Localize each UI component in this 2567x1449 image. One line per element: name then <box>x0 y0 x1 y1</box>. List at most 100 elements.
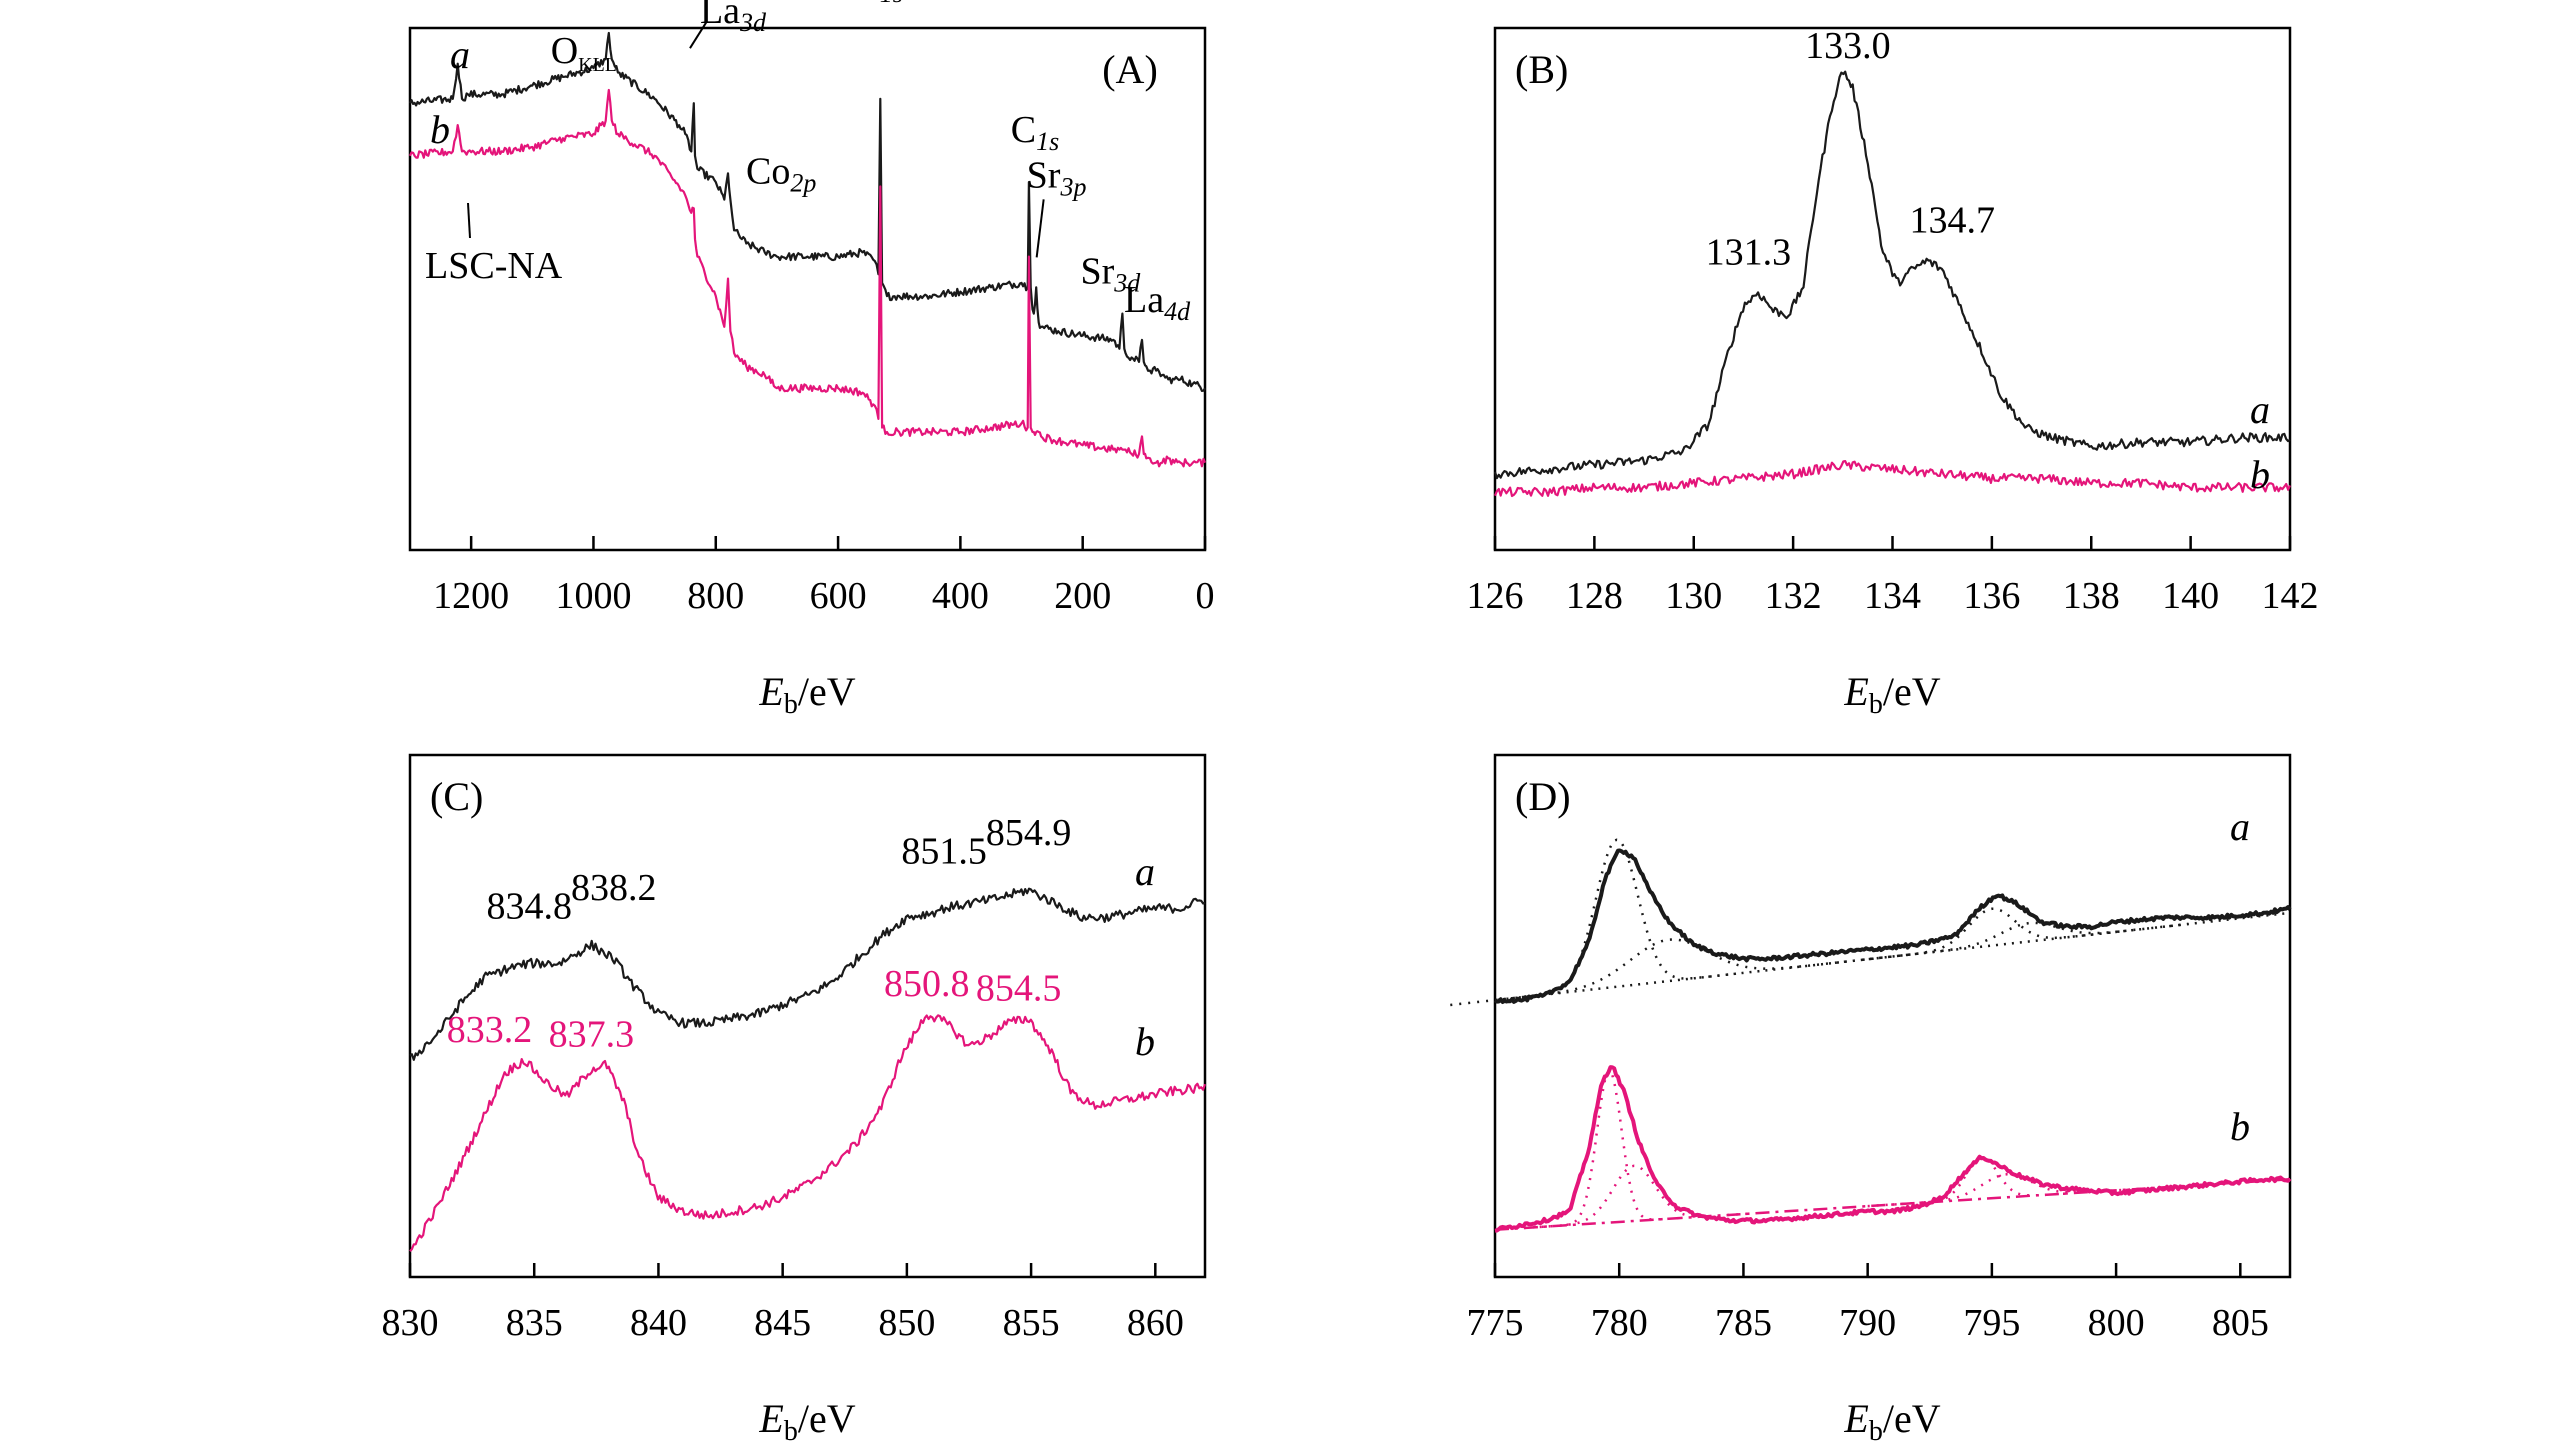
series-label-b: b <box>430 107 450 152</box>
peak-annotation: OKLL <box>551 30 617 76</box>
x-tick-label: 805 <box>2212 1302 2269 1344</box>
x-tick-label: 134 <box>1864 575 1921 617</box>
peak-annotation-orbital: 1s <box>880 0 903 8</box>
x-tick-label: 138 <box>2063 575 2120 617</box>
peak-annotation: C1s <box>1011 109 1059 156</box>
x-tick-label: 132 <box>1765 575 1822 617</box>
peak-annotation-element: C <box>1011 109 1036 151</box>
x-tick-label: 200 <box>1054 575 1111 617</box>
series-label-a: a <box>1135 849 1155 894</box>
chart-panel-d: 775 780 785 790 795 800 805 Eb/eV (D) a b <box>1450 753 2292 1447</box>
fit-component-b-3 <box>1867 1173 2147 1208</box>
leader-line-la3d <box>689 20 708 49</box>
x-tick-label: 0 <box>1196 575 1215 617</box>
panel-label: (A) <box>1102 47 1158 92</box>
x-tick-label: 1200 <box>433 575 509 617</box>
peak-annotation-element: Sr <box>1027 154 1061 196</box>
series-line-b <box>408 88 1207 468</box>
peak-annotation: Sr3p <box>1027 154 1087 201</box>
x-axis-label-subscript: b <box>784 1416 798 1447</box>
x-axis-label-symbol: E <box>758 1396 783 1441</box>
leader-line-sr3p <box>1035 199 1045 258</box>
x-axis-label-unit: /eV <box>1883 1396 1941 1441</box>
x-axis-label-symbol: E <box>1843 669 1868 714</box>
peak-value-label: 133.0 <box>1805 25 1891 67</box>
fit-component-b-0 <box>1539 1069 1679 1229</box>
peak-value-label: 854.5 <box>976 968 1062 1010</box>
x-tick-label: 128 <box>1566 575 1623 617</box>
series-line-a <box>1493 70 2291 480</box>
peak-annotation: La3d <box>700 0 767 37</box>
chart-panel-a: 1200 1000 800 600 400 200 0Eb/eV(A)abOKLLLa3dC… <box>408 0 1215 720</box>
x-tick-label: 790 <box>1839 1302 1896 1344</box>
x-tick-label: 845 <box>754 1302 811 1344</box>
x-axis-label-unit: /eV <box>1883 669 1941 714</box>
x-tick-label: 860 <box>1127 1302 1184 1344</box>
panel-label: (D) <box>1515 774 1571 819</box>
series-line-b <box>409 1014 1207 1252</box>
peak-value-label: 131.3 <box>1706 231 1792 273</box>
series-label-a: a <box>2230 804 2250 849</box>
x-tick-label: 600 <box>810 575 867 617</box>
fit-component-a-0 <box>1497 838 1737 1002</box>
x-tick-label: 800 <box>2088 1302 2145 1344</box>
fit-component-a-1 <box>1450 938 1888 1007</box>
peak-value-label: 134.7 <box>1910 199 1996 241</box>
x-tick-label: 140 <box>2162 575 2219 617</box>
x-tick-label: 775 <box>1467 1302 1524 1344</box>
peak-value-label: 851.5 <box>901 830 987 872</box>
plot-frame <box>408 26 1207 552</box>
x-axis-label-symbol: E <box>758 669 783 714</box>
peak-value-label: 838.2 <box>571 867 657 909</box>
series-line-a <box>409 31 1206 392</box>
peak-annotation-orbital: 3p <box>1059 172 1086 201</box>
x-axis-label: Eb/eV <box>1843 1396 1940 1447</box>
plot-frame <box>1493 753 2292 1279</box>
series-line-b <box>1493 460 2292 498</box>
peak-annotation-element: O <box>551 30 578 72</box>
peak-value-label: 837.3 <box>549 1013 635 1055</box>
x-axis-label-subscript: b <box>784 689 798 720</box>
series-label-b: b <box>2230 1104 2250 1149</box>
series-label-b: b <box>2250 452 2270 497</box>
x-tick-label: 835 <box>506 1302 563 1344</box>
peak-value-label: 850.8 <box>884 963 970 1005</box>
x-tick-label: 850 <box>878 1302 935 1344</box>
x-axis-label: Eb/eV <box>1843 669 1940 720</box>
plot-frame <box>408 753 1207 1279</box>
x-tick-label: 800 <box>687 575 744 617</box>
x-axis-label-unit: /eV <box>798 669 856 714</box>
x-tick-label: 840 <box>630 1302 687 1344</box>
peak-annotation-element: La <box>700 0 740 32</box>
series-label-a: a <box>2250 387 2270 432</box>
x-axis-label-symbol: E <box>1843 1396 1868 1441</box>
x-tick-label: 780 <box>1591 1302 1648 1344</box>
x-tick-label: 795 <box>1963 1302 2020 1344</box>
series-label-a: a <box>450 32 470 77</box>
peak-annotation-orbital: 1s <box>1036 127 1059 156</box>
leader-line-lsc-na <box>467 202 471 239</box>
series-line-a <box>1493 848 2292 1004</box>
fit-component-a-3 <box>1870 921 2189 961</box>
x-tick-label: 126 <box>1467 575 1524 617</box>
peak-annotation: La4d <box>1124 279 1191 326</box>
peak-annotation: Sr3d <box>1080 251 1141 298</box>
x-tick-label: 142 <box>2262 575 2319 617</box>
x-tick-label: 136 <box>1963 575 2020 617</box>
chart-panel-b: 126 128 130 132 134 136 138 140 142Eb/eV(B)ab131… <box>1467 25 2319 720</box>
peak-annotation-orbital: 2p <box>790 168 816 197</box>
panel-label: (B) <box>1515 47 1568 92</box>
peak-annotation-orbital: 3d <box>1113 269 1141 298</box>
x-axis-label-unit: /eV <box>798 1396 856 1441</box>
peak-annotation-element: Co <box>746 150 790 192</box>
x-tick-label: 855 <box>1003 1302 1060 1344</box>
peak-annotation-element: O <box>852 0 879 3</box>
peak-annotation-orbital: KLL <box>578 54 617 76</box>
x-tick-label: 1000 <box>555 575 631 617</box>
peak-annotation-orbital: 4d <box>1164 297 1191 326</box>
x-tick-label: 830 <box>382 1302 439 1344</box>
x-axis-label-subscript: b <box>1869 1416 1883 1447</box>
x-axis-label: Eb/eV <box>758 669 855 720</box>
peak-annotation-element: La <box>1124 279 1164 321</box>
